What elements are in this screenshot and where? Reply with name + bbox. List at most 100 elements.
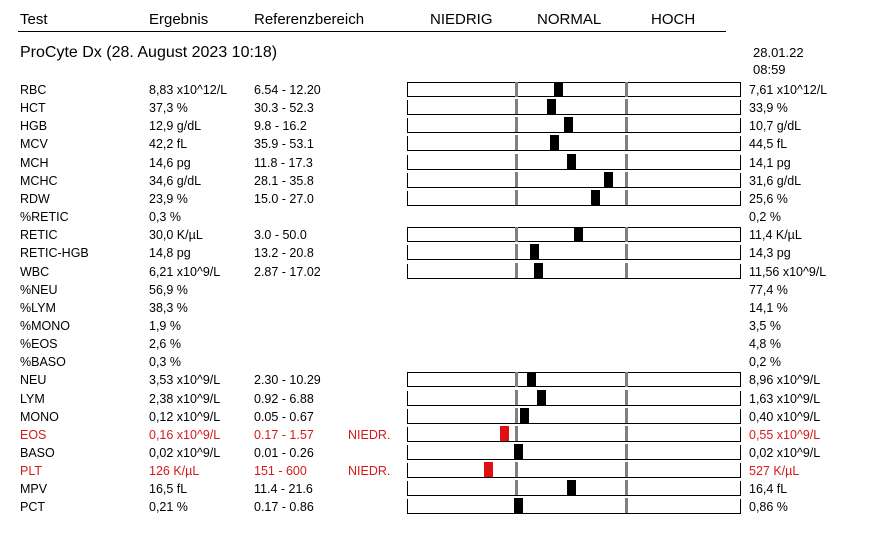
table-row: %RETIC 0,3 % 0,2 % — [0, 208, 889, 226]
zone-divider-high — [625, 425, 628, 441]
zone-divider-low — [515, 171, 518, 187]
zone-divider-low — [515, 462, 518, 478]
test-name: RDW — [20, 191, 50, 206]
result-value: 12,9 g/dL — [149, 119, 202, 134]
value-marker — [537, 389, 546, 405]
zone-divider-low — [515, 189, 518, 205]
result-value: 42,2 fL — [149, 137, 188, 152]
table-row: MONO 0,12 x10^9/L 0.05 - 0.67 0,40 x10^9/L — [0, 407, 889, 426]
test-name: BASO — [20, 446, 55, 460]
previous-value: 0,55 x10^9/L — [749, 427, 821, 442]
table-row: RETIC 30,0 K/µL 3.0 - 50.0 11,4 K/µL — [0, 226, 889, 244]
test-name: %LYM — [20, 300, 56, 315]
zone-divider-high — [625, 171, 628, 187]
result-value: 8,83 x10^12/L — [149, 83, 228, 97]
previous-date-time: 08:59 — [753, 62, 786, 77]
previous-value: 44,5 fL — [749, 137, 788, 152]
test-name: MCHC — [20, 173, 58, 188]
result-value: 2,38 x10^9/L — [149, 391, 221, 406]
header-reference: Referenzbereich — [254, 11, 365, 28]
reference-range: 28.1 - 35.8 — [254, 173, 314, 188]
reference-range: 13.2 - 20.8 — [254, 246, 314, 261]
value-marker — [534, 262, 543, 278]
previous-value: 14,3 pg — [749, 246, 791, 261]
range-bar — [407, 372, 741, 388]
table-row: %LYM 38,3 % 14,1 % — [0, 299, 889, 317]
previous-value: 77,4 % — [749, 282, 788, 297]
value-marker — [564, 117, 573, 133]
table-row: RDW 23,9 % 15.0 - 27.0 25,6 % — [0, 189, 889, 208]
test-name: PLT — [20, 464, 42, 479]
test-name: MPV — [20, 482, 48, 497]
zone-divider-low — [515, 244, 518, 260]
test-name: %BASO — [20, 355, 66, 370]
result-value: 0,21 % — [149, 500, 188, 515]
previous-value: 1,63 x10^9/L — [749, 391, 821, 406]
range-bar — [407, 99, 741, 116]
table-row: MCH 14,6 pg 11.8 - 17.3 14,1 pg — [0, 153, 889, 172]
zone-divider-high — [625, 389, 628, 405]
table-row: MCHC 34,6 g/dL 28.1 - 35.8 31,6 g/dL — [0, 171, 889, 190]
test-name: RBC — [20, 83, 47, 97]
value-marker — [500, 425, 509, 441]
value-marker — [591, 189, 600, 205]
result-value: 56,9 % — [149, 282, 188, 297]
zone-divider-low — [515, 227, 518, 243]
test-name: NEU — [20, 373, 47, 388]
table-row: HGB 12,9 g/dL 9.8 - 16.2 10,7 g/dL — [0, 117, 889, 135]
result-value: 0,02 x10^9/L — [149, 446, 221, 460]
previous-value: 0,2 % — [749, 355, 781, 370]
previous-value: 16,4 fL — [749, 482, 788, 497]
test-name: MONO — [20, 409, 59, 424]
test-name: HGB — [20, 119, 48, 134]
previous-value: 8,96 x10^9/L — [749, 373, 821, 388]
header-result: Ergebnis — [149, 11, 209, 28]
zone-divider-high — [625, 153, 628, 169]
previous-value: 25,6 % — [749, 191, 788, 206]
test-name: EOS — [20, 427, 47, 442]
previous-value: 0,40 x10^9/L — [749, 409, 821, 424]
result-value: 16,5 fL — [149, 482, 188, 497]
zone-divider-high — [625, 444, 628, 459]
previous-value: 527 K/µL — [749, 464, 800, 479]
test-name: %EOS — [20, 337, 58, 352]
range-bar — [407, 444, 741, 460]
value-marker — [567, 153, 576, 169]
test-name: LYM — [20, 391, 45, 406]
range-bar — [407, 244, 741, 261]
value-marker — [520, 407, 529, 423]
zone-divider-high — [625, 135, 628, 151]
zone-divider-high — [625, 462, 628, 478]
test-name: PCT — [20, 500, 45, 515]
header-low: NIEDRIG — [430, 11, 493, 28]
table-row: %NEU 56,9 % 77,4 % — [0, 281, 889, 299]
result-value: 2,6 % — [149, 337, 181, 352]
zone-divider-high — [625, 262, 628, 278]
zone-divider-low — [515, 153, 518, 169]
table-row: PLT 126 K/µL 151 - 600 NIEDR. 527 K/µL — [0, 462, 889, 480]
reference-range: 3.0 - 50.0 — [254, 228, 307, 243]
zone-divider-low — [515, 117, 518, 133]
reference-range: 2.30 - 10.29 — [254, 373, 321, 388]
table-row: MCV 42,2 fL 35.9 - 53.1 44,5 fL — [0, 135, 889, 153]
previous-value: 10,7 g/dL — [749, 119, 802, 134]
reference-range: 11.4 - 21.6 — [254, 482, 313, 497]
result-value: 14,6 pg — [149, 155, 191, 170]
range-bar — [407, 480, 741, 497]
previous-value: 3,5 % — [749, 318, 781, 333]
test-name: %NEU — [20, 282, 58, 297]
previous-value: 0,86 % — [749, 500, 788, 515]
range-bar — [407, 389, 741, 406]
previous-date: 28.01.22 08:59 — [753, 44, 804, 78]
test-name: %MONO — [20, 318, 70, 333]
previous-value: 14,1 pg — [749, 155, 791, 170]
table-row: %MONO 1,9 % 3,5 % — [0, 317, 889, 335]
zone-divider-high — [625, 227, 628, 243]
table-row: %BASO 0,3 % 0,2 % — [0, 353, 889, 371]
previous-value: 11,56 x10^9/L — [749, 264, 827, 279]
result-value: 6,21 x10^9/L — [149, 264, 221, 279]
result-value: 14,8 pg — [149, 246, 191, 261]
table-row: MPV 16,5 fL 11.4 - 21.6 16,4 fL — [0, 480, 889, 498]
previous-value: 7,61 x10^12/L — [749, 83, 828, 97]
previous-value: 14,1 % — [749, 300, 788, 315]
